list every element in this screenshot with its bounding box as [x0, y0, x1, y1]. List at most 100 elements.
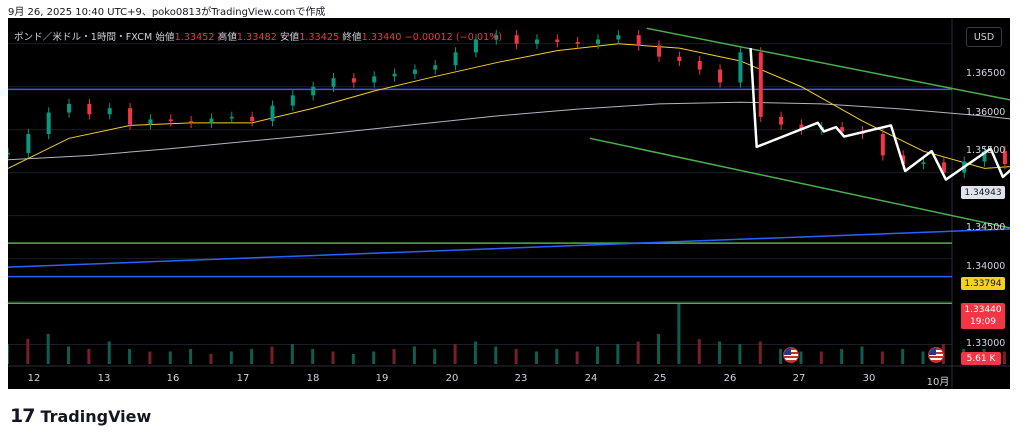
open-label: 始値 [155, 32, 175, 43]
volume-bar [779, 349, 783, 364]
price-tick: 1.36000 [966, 107, 1006, 118]
candle-body [901, 155, 906, 165]
low-value: 1.33425 [299, 32, 340, 43]
currency-button[interactable]: USD [966, 27, 1002, 47]
volume-bar [840, 349, 844, 364]
symbol-name: ポンド／米ドル・1時間・FXCM [14, 32, 153, 43]
candle-body [46, 112, 51, 134]
time-tick: 12 [27, 373, 41, 384]
chart-panel[interactable]: ポンド／米ドル・1時間・FXCM 始値1.33452 高値1.33482 安値1… [8, 18, 1010, 389]
drawn-levels [8, 27, 1010, 305]
volume-bar [718, 341, 722, 364]
price-tick: 1.34500 [966, 222, 1006, 233]
volume-bar [636, 341, 640, 364]
volume-bar [189, 349, 193, 364]
volume-bar [392, 349, 396, 364]
price-grid [8, 18, 1010, 389]
candle-body [168, 119, 173, 122]
candle-body [840, 127, 845, 132]
volume-bar [67, 346, 71, 364]
time-tick: 19 [375, 373, 389, 384]
volume-bar [311, 349, 315, 364]
volume-bar [46, 334, 50, 364]
volume-bar [657, 334, 661, 364]
candle-body [412, 69, 417, 74]
candle-body [555, 39, 560, 43]
time-tick: 30 [862, 373, 876, 384]
high-label: 高値 [217, 32, 237, 43]
volume-bar [616, 344, 620, 364]
time-tick: 27 [792, 373, 806, 384]
candle-body [372, 76, 377, 83]
candle-body [8, 152, 10, 155]
candle-body [189, 121, 194, 123]
price-tick: 1.36500 [966, 68, 1006, 79]
volume-bar [168, 351, 172, 364]
volume-bar [880, 351, 884, 364]
time-tick: 10月 [926, 377, 950, 388]
candle-body [290, 95, 295, 106]
snapshot-caption: 9月 26, 2025 10:40 UTC+9、poko0813がTrading… [8, 7, 326, 18]
last-price-tag: 1.33440 19:09 [961, 303, 1005, 329]
volume-bar [819, 351, 823, 364]
candle-body [250, 116, 255, 122]
candle-body [494, 35, 499, 40]
volume-bar [148, 351, 152, 364]
candle-body [575, 42, 580, 44]
candle-body [392, 73, 397, 77]
tradingview-logo[interactable]: 17 TradingView [10, 405, 151, 427]
candle-body [636, 35, 641, 46]
candle-body [351, 78, 356, 83]
candle-body [758, 52, 763, 117]
volume-bar [412, 346, 416, 364]
volume-bar [758, 341, 762, 364]
time-tick: 23 [514, 373, 528, 384]
candle-body [941, 162, 946, 173]
candle-body [779, 116, 784, 125]
volume-bar [453, 344, 457, 364]
candle-body [799, 124, 804, 130]
volume-bar [677, 304, 681, 364]
candles [8, 30, 1007, 178]
time-tick: 25 [653, 373, 667, 384]
volume-bar [351, 354, 355, 364]
candle-body [107, 108, 112, 115]
us-flag-icon[interactable] [928, 347, 944, 363]
close-label: 終値 [342, 32, 362, 43]
volume-bar [697, 339, 701, 364]
volume-bar [270, 346, 274, 364]
zigzag-line [749, 47, 1010, 181]
volume-bar [575, 351, 579, 364]
volume-bar [250, 349, 254, 364]
volume-bar [473, 341, 477, 364]
volume-bar [433, 349, 437, 364]
candle-body [26, 134, 31, 153]
zigzag-pattern [749, 47, 1010, 181]
candle-body [677, 56, 682, 61]
candle-body [534, 39, 539, 44]
reference-price-tag: 1.34943 [961, 186, 1005, 199]
time-tick: 16 [166, 373, 180, 384]
volume-tag: 5.61 K [961, 352, 1001, 365]
candle-body [697, 60, 702, 70]
us-flag-icon[interactable] [783, 347, 799, 363]
volume-bar [8, 344, 9, 364]
volume-bar [514, 349, 518, 364]
candle-body [921, 162, 926, 165]
price-tick: 1.35500 [966, 145, 1006, 156]
volume-bar [26, 339, 30, 364]
symbol-ohlc-bar: ポンド／米ドル・1時間・FXCM 始値1.33452 高値1.33482 安値1… [14, 29, 502, 43]
volume-bar [921, 351, 925, 364]
candle-body [514, 35, 519, 44]
volume-bar [331, 351, 335, 364]
volume-bar [534, 351, 538, 364]
volume-bars [8, 304, 1006, 364]
time-tick: 24 [584, 373, 598, 384]
high-value: 1.33482 [236, 32, 277, 43]
volume-bar [209, 354, 213, 364]
change-value: −0.00012 (−0.01%) [404, 32, 503, 43]
price-chart[interactable] [8, 18, 1010, 389]
time-tick: 18 [306, 373, 320, 384]
volume-bar [107, 341, 111, 364]
candle-body [453, 52, 458, 66]
